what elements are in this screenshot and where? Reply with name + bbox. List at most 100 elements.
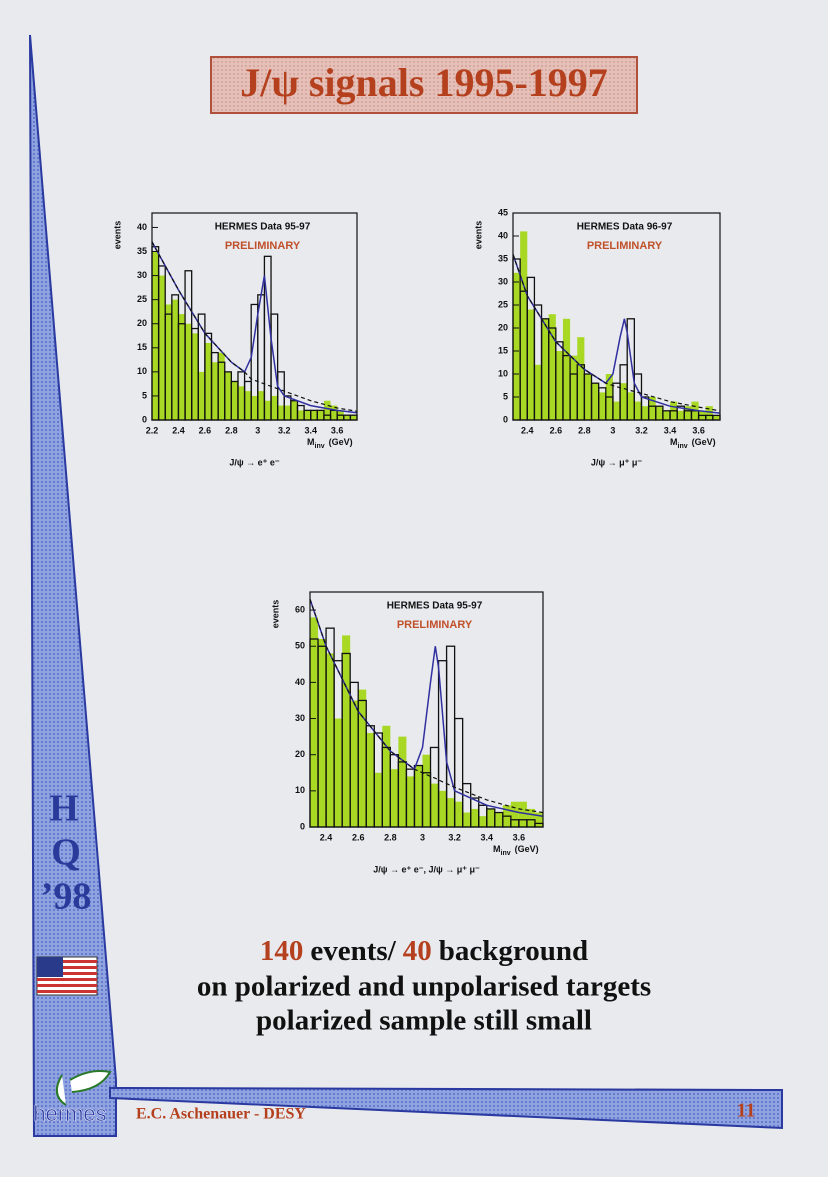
x-axis-label-unit: (GeV) — [515, 844, 539, 854]
histogram-bar — [152, 251, 159, 420]
annotation: HERMES Data 96-97 — [577, 222, 673, 233]
x-tick-label: 2.4 — [521, 425, 534, 435]
histogram-bar — [398, 736, 407, 827]
chart: 0 10 20 30 40 50 60 2.4 2.6 2.8 3 3.2 3.4 3.6 HERMES D… — [270, 591, 544, 874]
logo-mark — [55, 1070, 112, 1106]
page-number: 11 — [737, 1100, 756, 1122]
y-tick-label: 10 — [137, 366, 147, 376]
x-axis-label-main: M — [670, 437, 678, 447]
histogram-bar — [430, 783, 439, 827]
x-axis-label-unit: (GeV) — [329, 437, 353, 447]
sidebar-letter: H — [49, 788, 79, 830]
histogram-bar — [562, 318, 571, 420]
histogram-bar — [218, 352, 225, 420]
histogram-bar — [677, 410, 685, 420]
histogram-bar — [350, 415, 357, 420]
x-tick-label: 3.4 — [304, 425, 317, 435]
footer: E.C. Aschenauer - DESY — [136, 1106, 306, 1123]
histogram-bar — [620, 383, 628, 420]
y-tick-label: 20 — [137, 318, 147, 328]
histogram-bar — [251, 395, 258, 420]
annotation: HERMES Data 95-97 — [387, 601, 483, 612]
y-tick-label: 25 — [137, 294, 147, 304]
histogram-bar — [211, 362, 219, 420]
histogram-bar — [198, 371, 205, 420]
histogram-bar — [290, 400, 298, 420]
y-tick-label: 15 — [137, 342, 147, 352]
histogram-bar — [350, 700, 359, 827]
histogram-bar — [323, 400, 331, 420]
chart: 0 5 10 15 20 25 30 35 40 45 2.4 2.6 2.8 3 3.2 3.4 3.6 HER… — [473, 207, 721, 467]
x-tick-label: 2.4 — [172, 425, 185, 435]
x-tick-label: 3.6 — [692, 425, 705, 435]
histogram-bar — [304, 410, 311, 420]
histogram-bar — [342, 635, 351, 827]
chart: 0 5 10 15 20 25 30 35 40 2.2 2.4 2.6 2.8 3 3.2 3.4 3.6 HE… — [112, 212, 358, 467]
histogram-bar — [343, 415, 351, 420]
histogram-bar — [570, 355, 578, 420]
x-tick-label: 2.4 — [320, 832, 333, 842]
histogram-bar — [648, 397, 656, 420]
histogram-bar — [510, 801, 519, 827]
histogram-bar — [541, 318, 549, 420]
histogram-bar — [237, 386, 245, 420]
summary-line: 140 events/40 background — [260, 935, 588, 967]
plot-frame — [151, 212, 358, 421]
x-tick-label: 3.2 — [448, 832, 461, 842]
histogram-bar — [271, 395, 278, 420]
histogram-bar — [284, 405, 291, 420]
background-label: background — [439, 935, 588, 967]
y-tick-label: 10 — [498, 368, 508, 378]
annotation: HERMES Data 95-97 — [215, 222, 311, 233]
histogram-bar — [257, 391, 265, 420]
histogram-bar — [534, 812, 543, 827]
x-axis-label: Minv (GeV) — [670, 437, 716, 449]
histogram-bar — [178, 314, 186, 420]
histogram-bar — [627, 392, 635, 420]
histogram-bar — [231, 381, 238, 420]
y-tick-label: 50 — [295, 641, 305, 651]
x-tick-label: 2.8 — [225, 425, 238, 435]
histogram-bar — [486, 808, 495, 827]
x-axis-label-sub: inv — [315, 443, 325, 450]
y-tick-label: 40 — [137, 222, 147, 232]
x-tick-label: 2.6 — [352, 832, 365, 842]
histogram-bar — [310, 410, 318, 420]
x-tick-label: 3.6 — [513, 832, 526, 842]
histogram-bar — [470, 808, 479, 827]
histogram-bar — [513, 272, 521, 420]
annotation: PRELIMINARY — [225, 240, 301, 252]
x-tick-label: 2.6 — [199, 425, 212, 435]
event-count: 140 — [260, 935, 304, 967]
summary-line: on polarized and unpolarised targets — [197, 971, 651, 1003]
histogram-bar — [598, 392, 606, 420]
histogram-bar — [158, 275, 166, 420]
x-axis-label-main: M — [307, 437, 315, 447]
summary-line: polarized sample still small — [256, 1005, 592, 1037]
y-tick-label: 10 — [295, 785, 305, 795]
histogram-bar — [204, 342, 212, 420]
background-fit — [309, 599, 544, 814]
histogram-bar — [577, 337, 585, 420]
histogram-bar — [334, 718, 343, 827]
histogram-bar — [526, 808, 535, 827]
count-label: events/ — [310, 935, 396, 967]
logo: hermes — [33, 1101, 106, 1126]
histogram-bar — [326, 653, 335, 827]
x-tick-label: 2.2 — [146, 425, 159, 435]
background-fit — [151, 241, 358, 412]
sidebar-year: ’98 — [41, 876, 92, 918]
title-box — [210, 56, 638, 114]
caption: J/ψ → e⁺ e⁻ — [229, 457, 280, 467]
histogram-bar — [414, 765, 423, 827]
histogram-bar — [171, 299, 179, 420]
histogram-bar — [310, 617, 319, 827]
y-tick-label: 40 — [295, 677, 305, 687]
y-axis-label: events — [270, 600, 280, 629]
histogram-bar — [655, 406, 663, 420]
annotation: PRELIMINARY — [397, 619, 473, 631]
plot-frame — [309, 591, 544, 828]
plot-frame — [512, 212, 721, 421]
y-axis-label: events — [473, 221, 483, 250]
